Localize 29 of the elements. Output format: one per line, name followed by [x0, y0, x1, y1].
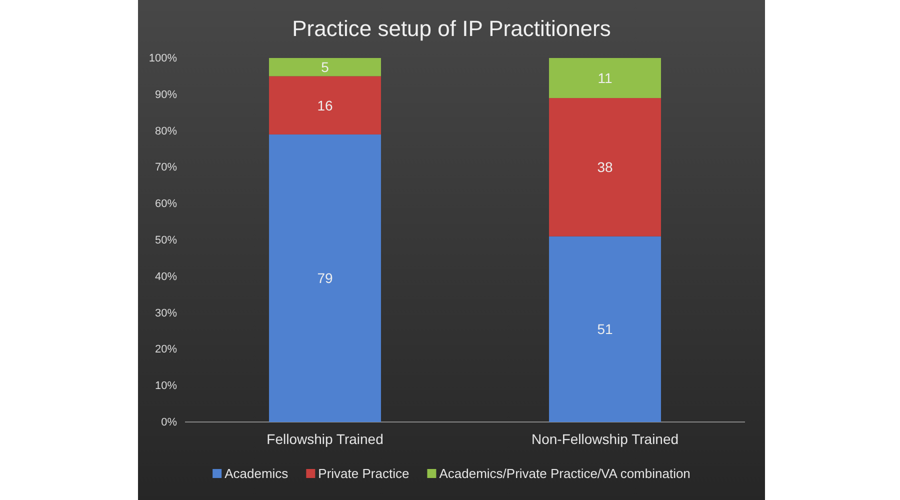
x-tick-label: Non-Fellowship Trained: [531, 430, 679, 447]
y-tick-label: 30%: [154, 307, 178, 320]
y-tick-label: 90%: [154, 88, 178, 101]
data-label: 79: [317, 270, 333, 286]
data-label: 11: [598, 70, 612, 86]
bar: [269, 58, 381, 76]
y-tick-label: 100%: [148, 52, 178, 65]
y-tick-label: 10%: [154, 380, 178, 392]
bar: [269, 76, 381, 134]
y-tick-label: 70%: [154, 162, 178, 174]
bar: [269, 134, 381, 422]
y-tick-label: 0%: [161, 416, 178, 429]
data-label: 38: [597, 159, 613, 176]
x-tick-label: Fellowship Trained: [266, 430, 384, 447]
bar: [549, 236, 661, 422]
legend-label: Academics/Private Practice/VA combination: [439, 466, 690, 481]
chart-title: Practice setup of IP Practitioners: [292, 16, 611, 41]
y-tick-label: 60%: [154, 198, 178, 210]
data-label: 5: [321, 59, 330, 76]
legend-label: Academics: [224, 466, 289, 481]
data-label: 51: [597, 321, 613, 338]
bar: [549, 58, 661, 98]
y-tick-label: 20%: [154, 344, 178, 356]
bar: [549, 98, 661, 236]
y-tick-label: 50%: [154, 234, 178, 247]
y-tick-label: 80%: [154, 125, 178, 138]
data-label: 16: [317, 97, 333, 114]
y-tick-label: 40%: [154, 270, 178, 283]
legend-label: Private Practice: [318, 466, 410, 481]
